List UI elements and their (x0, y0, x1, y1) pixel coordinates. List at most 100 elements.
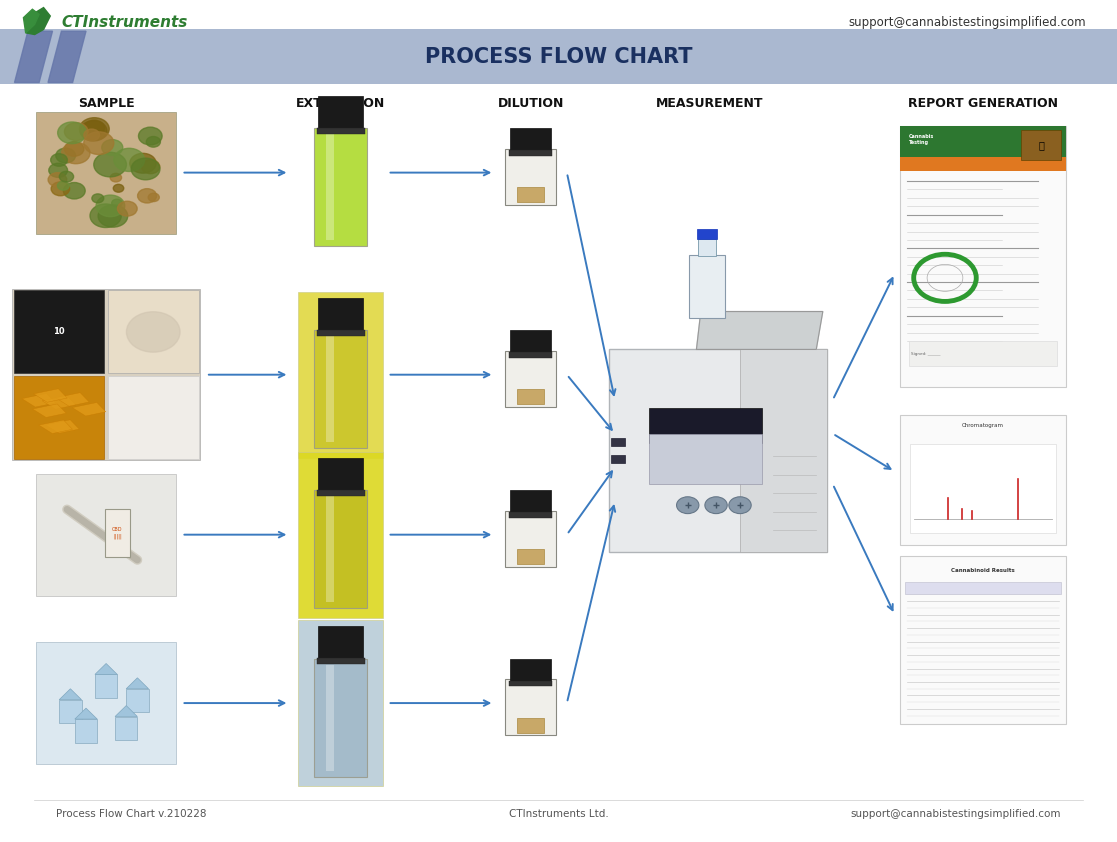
Polygon shape (697, 312, 823, 349)
FancyBboxPatch shape (505, 511, 556, 567)
Text: Process Flow Chart v.210228: Process Flow Chart v.210228 (56, 809, 207, 819)
Text: SAMPLE: SAMPLE (78, 97, 134, 110)
Circle shape (84, 120, 105, 136)
FancyBboxPatch shape (509, 680, 552, 686)
Circle shape (677, 497, 699, 514)
Text: CTInstruments: CTInstruments (61, 15, 188, 30)
Circle shape (137, 189, 156, 203)
Polygon shape (46, 420, 79, 434)
Text: CTInstruments Ltd.: CTInstruments Ltd. (508, 809, 609, 819)
Text: MEASUREMENT: MEASUREMENT (656, 97, 763, 110)
FancyBboxPatch shape (298, 620, 383, 786)
FancyBboxPatch shape (13, 376, 105, 459)
FancyBboxPatch shape (517, 187, 544, 202)
FancyBboxPatch shape (75, 719, 97, 743)
FancyBboxPatch shape (318, 96, 363, 128)
Circle shape (57, 181, 69, 190)
Circle shape (94, 152, 126, 177)
Circle shape (114, 148, 144, 172)
FancyBboxPatch shape (509, 352, 552, 358)
Text: EXTRACTION: EXTRACTION (296, 97, 385, 110)
FancyBboxPatch shape (59, 700, 82, 723)
FancyBboxPatch shape (610, 349, 827, 552)
Circle shape (92, 194, 104, 203)
FancyBboxPatch shape (697, 229, 717, 239)
FancyBboxPatch shape (316, 128, 365, 134)
FancyBboxPatch shape (36, 473, 176, 596)
Polygon shape (39, 420, 73, 434)
FancyBboxPatch shape (108, 376, 199, 459)
Circle shape (49, 163, 67, 178)
Text: DILUTION: DILUTION (497, 97, 564, 110)
Text: CBD
|||||: CBD ||||| (112, 527, 123, 539)
Circle shape (131, 158, 160, 180)
FancyBboxPatch shape (314, 330, 367, 448)
Circle shape (65, 141, 84, 157)
Circle shape (96, 195, 125, 216)
Text: 10: 10 (54, 328, 65, 337)
FancyBboxPatch shape (905, 582, 1061, 594)
Circle shape (111, 173, 122, 182)
Polygon shape (75, 708, 97, 719)
Polygon shape (59, 689, 82, 700)
FancyBboxPatch shape (505, 679, 556, 735)
Text: Signed: ______: Signed: ______ (911, 352, 941, 355)
FancyBboxPatch shape (510, 490, 551, 513)
FancyBboxPatch shape (517, 717, 544, 733)
Polygon shape (42, 396, 76, 409)
FancyBboxPatch shape (95, 674, 117, 698)
Polygon shape (15, 31, 52, 83)
Text: support@cannabistestingsimplified.com: support@cannabistestingsimplified.com (848, 16, 1086, 29)
FancyBboxPatch shape (900, 157, 1066, 171)
Polygon shape (26, 8, 50, 35)
Polygon shape (23, 9, 39, 33)
FancyBboxPatch shape (318, 626, 363, 658)
FancyBboxPatch shape (649, 408, 762, 443)
FancyBboxPatch shape (12, 289, 200, 460)
FancyBboxPatch shape (318, 458, 363, 490)
FancyBboxPatch shape (326, 336, 334, 442)
FancyBboxPatch shape (314, 490, 367, 608)
FancyBboxPatch shape (326, 497, 334, 603)
FancyBboxPatch shape (108, 290, 199, 374)
Polygon shape (32, 404, 66, 418)
Polygon shape (115, 706, 137, 717)
FancyBboxPatch shape (739, 349, 827, 552)
Circle shape (117, 201, 137, 216)
FancyBboxPatch shape (314, 658, 367, 776)
Polygon shape (34, 389, 67, 402)
FancyBboxPatch shape (298, 291, 383, 457)
Circle shape (64, 183, 85, 199)
Polygon shape (56, 392, 89, 406)
Circle shape (51, 182, 69, 195)
FancyBboxPatch shape (316, 490, 365, 496)
FancyBboxPatch shape (900, 126, 1066, 387)
Circle shape (146, 136, 161, 147)
FancyBboxPatch shape (126, 689, 149, 712)
FancyBboxPatch shape (517, 549, 544, 564)
FancyBboxPatch shape (900, 415, 1066, 546)
FancyBboxPatch shape (908, 341, 1058, 366)
FancyBboxPatch shape (105, 509, 130, 557)
FancyBboxPatch shape (326, 665, 334, 771)
Circle shape (79, 118, 109, 140)
Circle shape (113, 184, 124, 192)
Polygon shape (48, 31, 86, 83)
FancyBboxPatch shape (510, 658, 551, 681)
FancyBboxPatch shape (611, 455, 624, 463)
FancyBboxPatch shape (689, 254, 725, 317)
FancyBboxPatch shape (649, 434, 762, 484)
Circle shape (90, 204, 122, 227)
FancyBboxPatch shape (318, 298, 363, 330)
FancyBboxPatch shape (510, 128, 551, 151)
Text: Cannabis
Testing: Cannabis Testing (909, 135, 935, 145)
Circle shape (80, 120, 107, 141)
Circle shape (112, 200, 122, 207)
FancyBboxPatch shape (900, 556, 1066, 724)
Circle shape (98, 205, 127, 227)
Circle shape (50, 154, 67, 166)
FancyBboxPatch shape (316, 658, 365, 664)
FancyBboxPatch shape (611, 438, 624, 446)
Circle shape (126, 312, 180, 352)
FancyBboxPatch shape (314, 128, 367, 246)
